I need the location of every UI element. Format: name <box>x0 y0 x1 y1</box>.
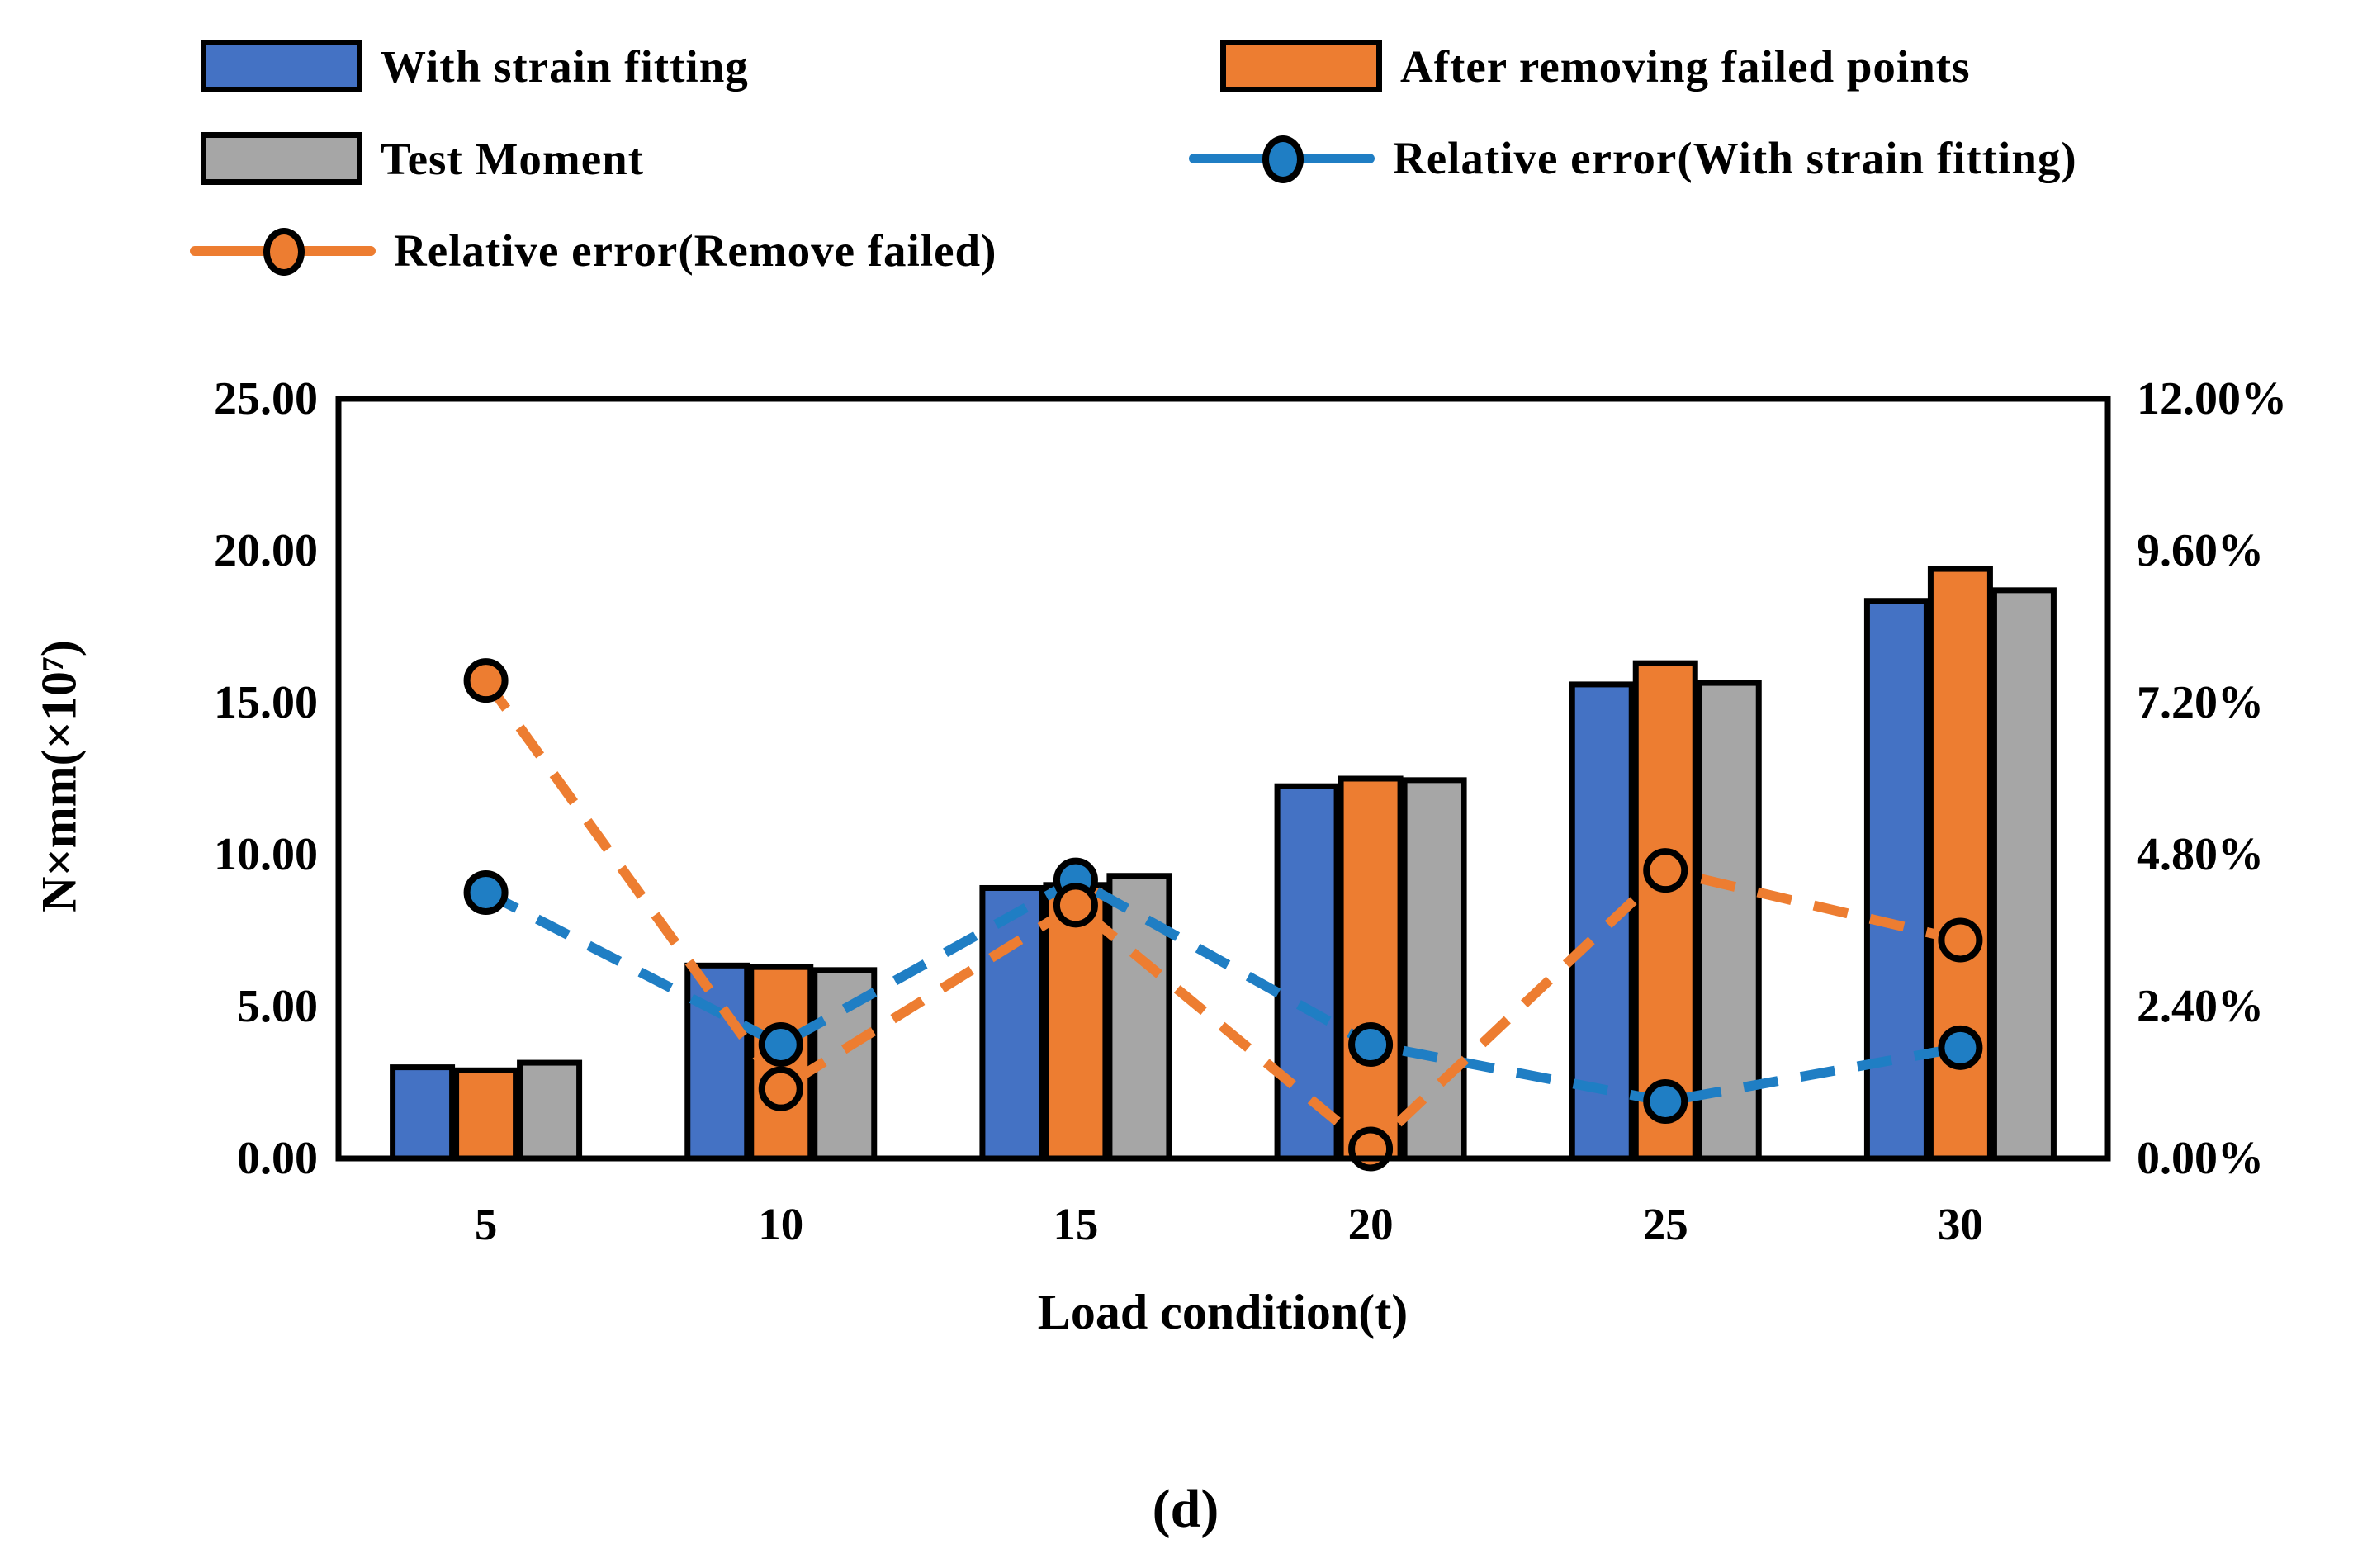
y-left-tick-5.00: 5.00 <box>237 981 318 1032</box>
marker-relative-error-with-strain-fitting--20 <box>1348 1022 1394 1067</box>
y-right-tick-0.00%: 0.00% <box>2137 1133 2264 1184</box>
bar-with-strain-fitting-5 <box>390 1064 456 1162</box>
legend-label: After removing failed points <box>1400 40 1971 92</box>
x-tick-15: 15 <box>1053 1199 1099 1249</box>
legend-marker-dot <box>1262 135 1304 183</box>
y-left-tick-20.00: 20.00 <box>214 525 318 576</box>
y-left-tick-0.00: 0.00 <box>237 1133 318 1184</box>
marker-relative-error-remove-failed--30 <box>1938 917 1983 963</box>
x-tick-30: 30 <box>1937 1199 1983 1249</box>
y-axis-title: N×mm(×10⁷) <box>31 640 87 912</box>
bar-with-strain-fitting-10 <box>684 962 750 1162</box>
marker-relative-error-remove-failed--15 <box>1053 883 1098 928</box>
legend-marker-dot <box>263 227 305 276</box>
bar-after-removing-failed-points-20 <box>1338 775 1404 1162</box>
marker-relative-error-remove-failed--5 <box>463 658 509 703</box>
legend-swatch-test-moment <box>201 132 362 185</box>
bar-with-strain-fitting-30 <box>1863 598 1929 1162</box>
plot-frame <box>335 396 2111 1162</box>
y-right-tick-4.80%: 4.80% <box>2137 829 2264 880</box>
marker-relative-error-with-strain-fitting--5 <box>463 870 509 915</box>
bar-with-strain-fitting-25 <box>1569 681 1635 1162</box>
legend-line-sample-blue <box>1189 135 1375 183</box>
y-right-tick-9.60%: 9.60% <box>2137 525 2264 576</box>
line-relative-error-remove-failed- <box>481 677 1962 1156</box>
legend-line-sample-orange <box>190 227 376 276</box>
bar-with-strain-fitting-20 <box>1274 783 1340 1162</box>
figure-caption: (d) <box>1152 1479 1219 1539</box>
legend-swatch-with-strain-fitting <box>201 40 362 92</box>
marker-relative-error-remove-failed--10 <box>758 1066 803 1111</box>
legend-item-test-moment: Test Moment <box>201 132 644 185</box>
x-tick-20: 20 <box>1347 1199 1394 1249</box>
marker-relative-error-remove-failed--20 <box>1348 1126 1394 1172</box>
x-tick-10: 10 <box>758 1199 804 1249</box>
bar-with-strain-fitting-15 <box>979 884 1045 1162</box>
legend-label: Relative error(With strain fitting) <box>1393 133 2077 183</box>
marker-relative-error-remove-failed--25 <box>1643 848 1688 893</box>
line-relative-error-with-strain-fitting- <box>483 874 1962 1107</box>
bar-after-removing-failed-points-5 <box>453 1067 519 1162</box>
legend-label: Relative error(Remove failed) <box>394 225 997 276</box>
marker-relative-error-with-strain-fitting--25 <box>1643 1079 1688 1124</box>
y-left-tick-15.00: 15.00 <box>214 677 318 728</box>
bar-test-moment-30 <box>1991 587 2057 1162</box>
legend-swatch-after-removing-failed-points <box>1220 40 1382 92</box>
y-right-tick-2.40%: 2.40% <box>2137 981 2264 1032</box>
y-right-tick-7.20%: 7.20% <box>2137 677 2264 728</box>
x-tick-25: 25 <box>1642 1199 1688 1249</box>
x-tick-5: 5 <box>474 1199 498 1249</box>
y-right-tick-12.00%: 12.00% <box>2137 373 2287 424</box>
legend-item-relative-error-with-strain-fitting: Relative error(With strain fitting) <box>1189 132 2077 184</box>
y-left-tick-25.00: 25.00 <box>214 373 318 424</box>
legend-item-after-removing-failed-points: After removing failed points <box>1220 40 1971 92</box>
bar-test-moment-20 <box>1401 777 1467 1162</box>
bar-after-removing-failed-points-30 <box>1927 566 1993 1162</box>
marker-relative-error-with-strain-fitting--30 <box>1938 1025 1983 1070</box>
legend-label: With strain fitting <box>381 40 749 92</box>
bar-test-moment-5 <box>517 1059 583 1162</box>
x-axis-title: Load condition(t) <box>1037 1285 1409 1339</box>
bar-after-removing-failed-points-15 <box>1043 882 1109 1162</box>
legend-item-with-strain-fitting: With strain fitting <box>201 40 749 92</box>
legend-label: Test Moment <box>381 133 645 184</box>
marker-relative-error-with-strain-fitting--10 <box>758 1022 803 1067</box>
legend-item-relative-error-remove-failed: Relative error(Remove failed) <box>190 225 997 277</box>
bar-test-moment-15 <box>1106 873 1172 1162</box>
y-left-tick-10.00: 10.00 <box>214 829 318 880</box>
